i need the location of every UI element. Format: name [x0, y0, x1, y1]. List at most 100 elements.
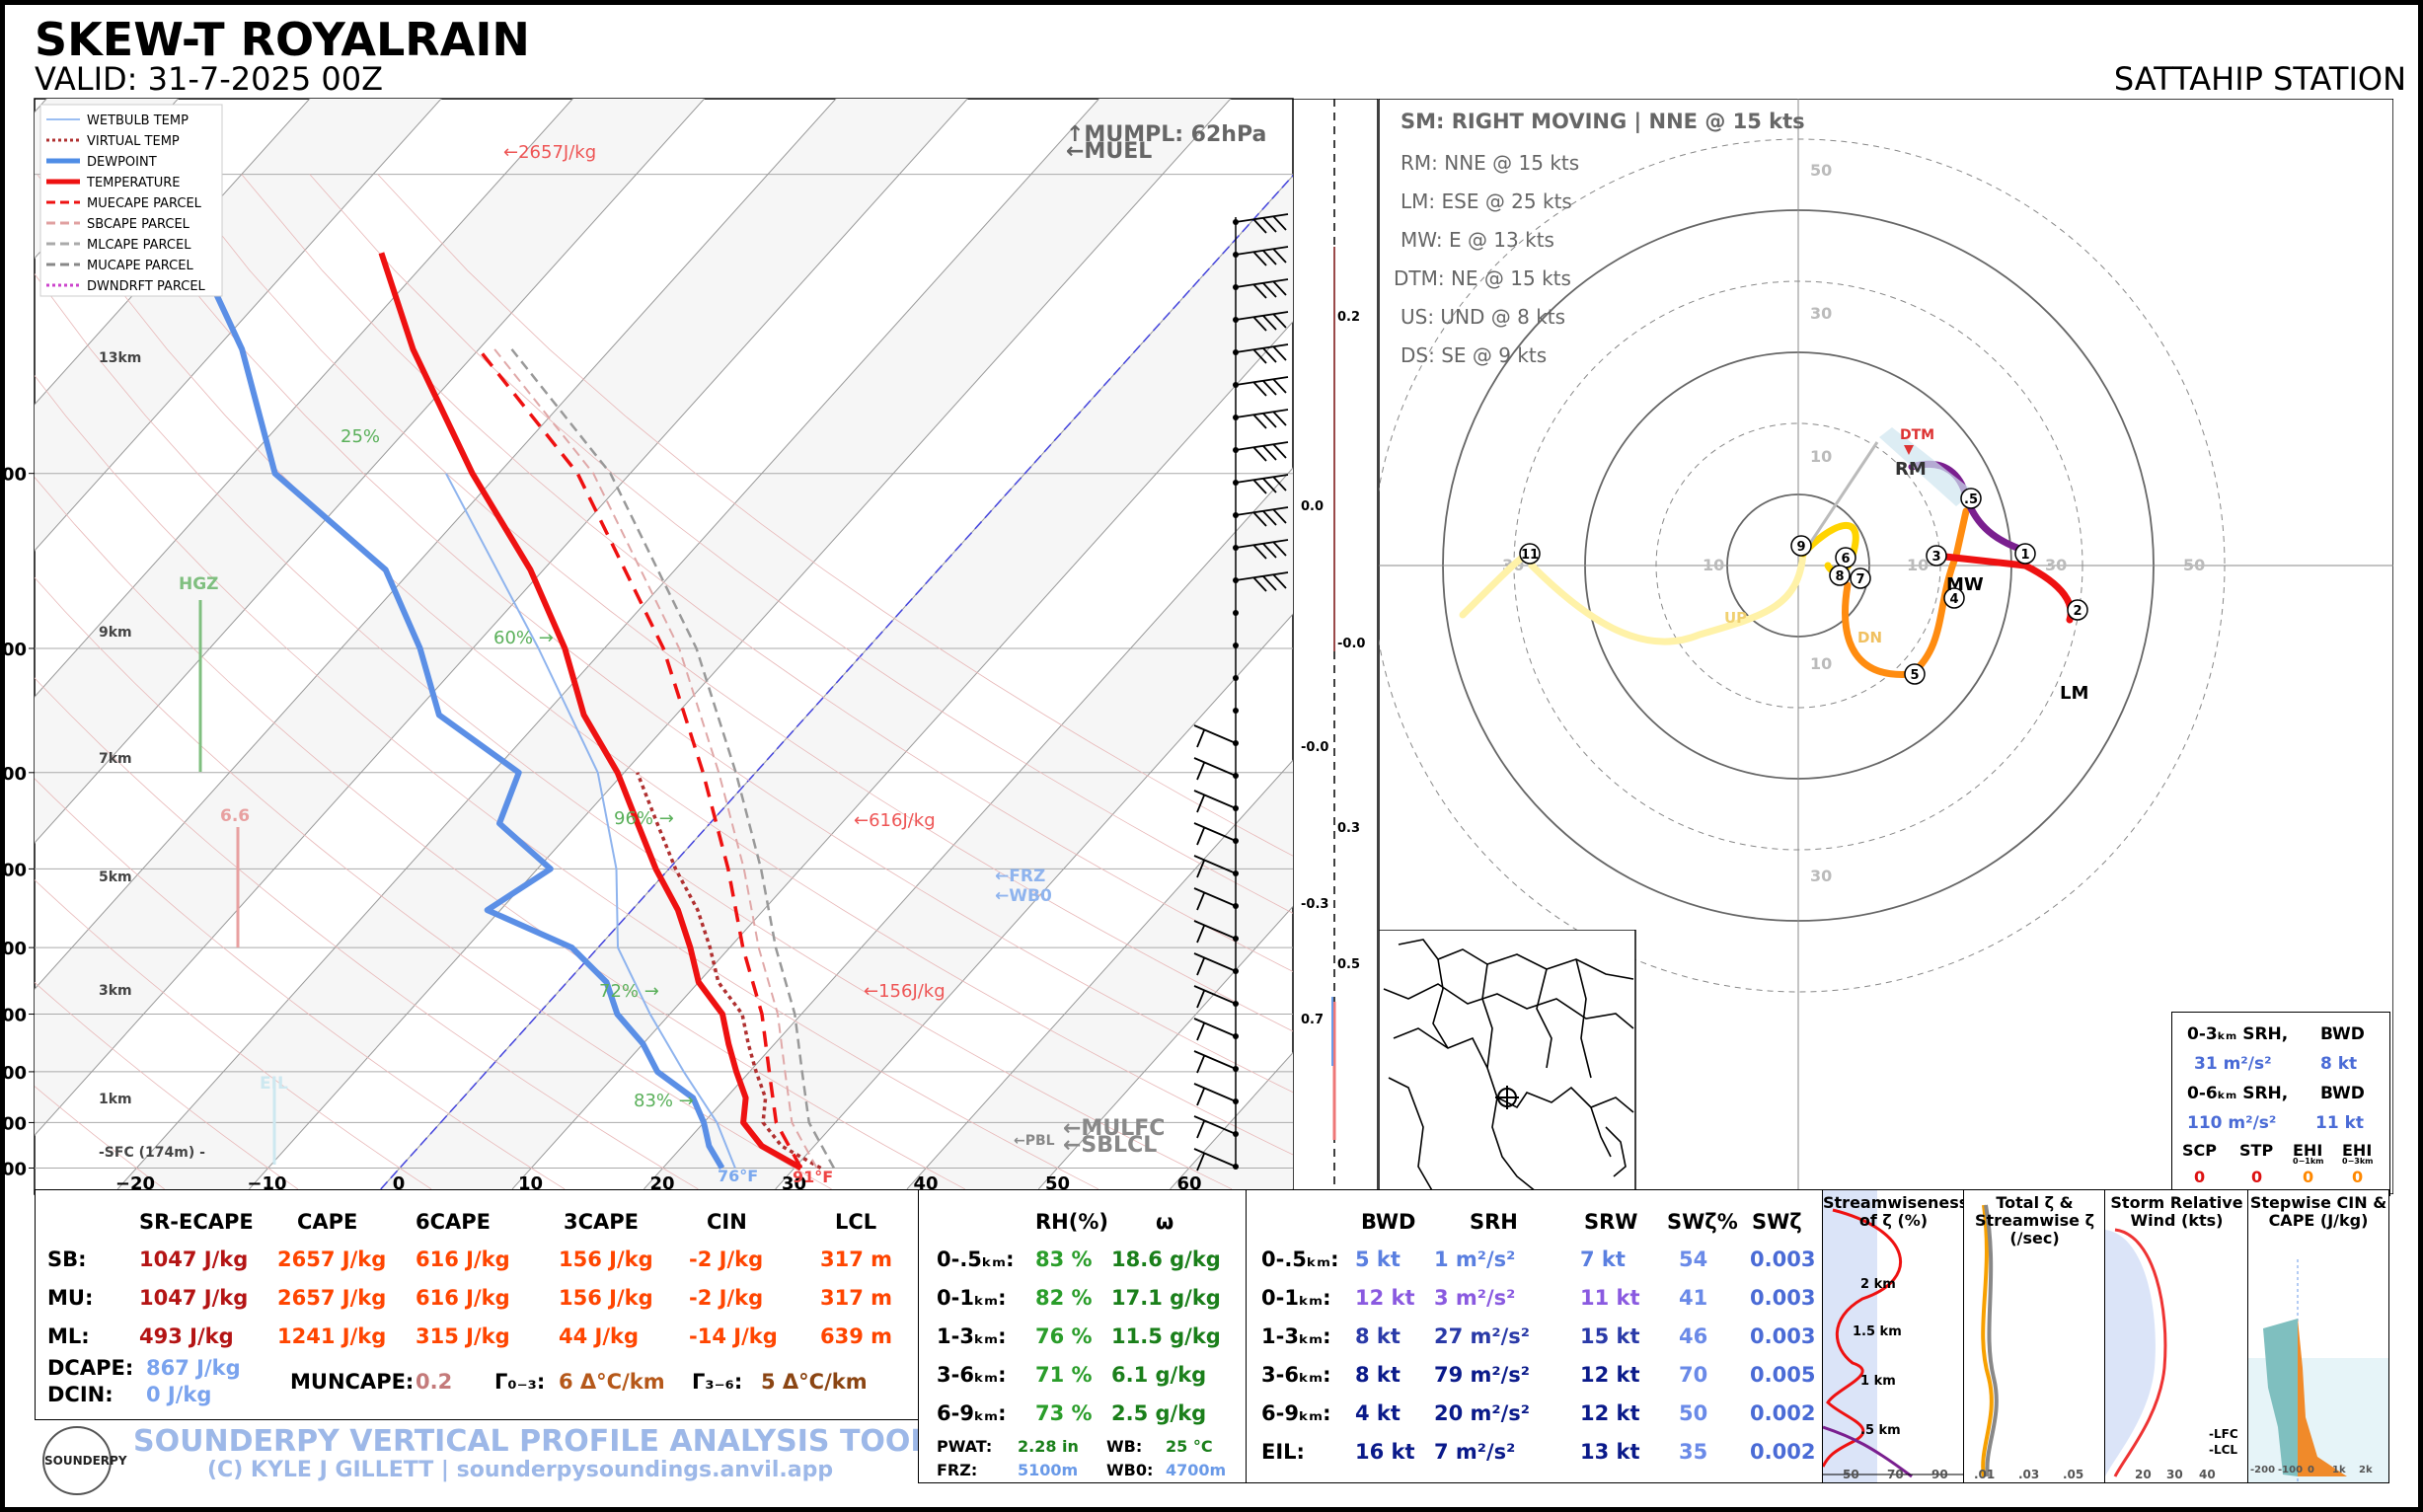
isotherm-line [35, 99, 837, 990]
series-mucape-parcel [510, 348, 835, 1170]
annotation-rh83: 83% → [634, 1091, 694, 1111]
omega-label: 0.0 [1301, 499, 1324, 514]
lr03-value: 6 Δ°C/km [559, 1370, 665, 1394]
inset1-h1km: 1 km [1860, 1374, 1896, 1389]
th-rh: RH(%) [1035, 1210, 1108, 1234]
hodo-height-circle [2014, 543, 2036, 565]
frz-label: FRZ: [937, 1461, 978, 1479]
wind-barb [1193, 757, 1237, 781]
hodo-height-point: 3 [1926, 545, 1947, 567]
wind-barb [1193, 985, 1237, 1009]
param-scp-val: 0 [2194, 1168, 2206, 1186]
isotherm-line [35, 99, 442, 552]
moisture-cell: 18.6 g/kg [1111, 1247, 1221, 1271]
dry-adiabat [37, 174, 1293, 1156]
temp-tick-label: 50 [1045, 1173, 1070, 1194]
moisture-cell: 6.1 g/kg [1111, 1363, 1207, 1387]
skewt-shade-band [117, 99, 1231, 1189]
station-name: SATTAHIP STATION [2113, 60, 2406, 98]
kinematic-cell: 3 m²/s² [1434, 1286, 1516, 1310]
kinematic-cell: 0.003 [1750, 1324, 1816, 1348]
th-cin: CIN [707, 1210, 747, 1234]
thermo-cell: -2 J/kg [689, 1286, 764, 1310]
sounderpy-logo: SOUNDERPY [42, 1426, 127, 1495]
hodo-height-circle [1829, 565, 1851, 586]
dry-adiabat [377, 174, 1293, 857]
height-label: 5km [99, 869, 132, 885]
moisture-cell: 6-9ₖₘ: [937, 1401, 1007, 1425]
hodo-ring-label: 10 [1810, 654, 1832, 673]
hodo-height-circle [1943, 587, 1965, 609]
inset-stepwise-cape: Stepwise CIN & CAPE (J/kg) -200 -100 0 1… [2247, 1189, 2389, 1483]
annotation-wb0: ←WB0 [995, 886, 1052, 906]
annotation-hgz: HGZ [179, 574, 219, 594]
thermo-cell: 317 m [820, 1247, 893, 1271]
location-map [1379, 930, 1636, 1193]
hodo-height-label: 11 [1521, 548, 1539, 563]
thermo-cell: 156 J/kg [559, 1247, 653, 1271]
barb-point [1233, 708, 1239, 714]
temp-tick-label: 0 [393, 1173, 406, 1194]
annotation-sfc-t: 91°F [793, 1168, 833, 1186]
series-sbcape-parcel [493, 348, 818, 1169]
thermo-cell: 2657 J/kg [277, 1247, 387, 1271]
omega-column: 0.2 0.0 -0.0 -0.0 0.3 -0.3 0.5 0.7 [1293, 99, 1379, 1194]
annotation-mumpl: ↑MUMPL: 62hPa [1066, 122, 1266, 147]
moisture-cell: 1-3ₖₘ: [937, 1324, 1007, 1348]
moisture-table: RH(%) ω 0-.5ₖₘ: 83 % 18.6 g/kg 0-1ₖₘ: 82 % 17… [918, 1189, 1248, 1483]
hodo-ring-label: 30 [2045, 556, 2067, 574]
inset1-title: Streamwiseness of ζ (%) [1823, 1193, 1965, 1230]
hodo-height-point: 8 [1829, 565, 1851, 586]
dry-adiabat [105, 174, 1293, 1094]
bwd03-label: BWD [2320, 1024, 2365, 1044]
th-srecape: SR-ECAPE [139, 1210, 254, 1234]
lr36-label: Γ₃₋₆: [692, 1370, 743, 1394]
wind-barb [1235, 474, 1289, 494]
th-srh: SRH [1470, 1210, 1518, 1234]
freezing-isotherm [380, 174, 1293, 1190]
dry-adiabat [5, 175, 31, 1189]
hodo-height-point: 11 [1519, 543, 1541, 565]
thermo-cell: 315 J/kg [416, 1324, 510, 1348]
height-label: 7km [99, 751, 132, 767]
th-omega: ω [1156, 1210, 1174, 1234]
isotherm-line [35, 99, 706, 844]
hodo-height-point: 2 [2067, 599, 2088, 621]
legend-label: TEMPERATURE [86, 176, 181, 190]
pressure-tick-label: 500 [5, 860, 27, 880]
hodo-height-circle [1960, 488, 1982, 509]
storm-motion-lm: LM: ESE @ 25 kts [1401, 189, 1572, 213]
moisture-cell: 0-.5ₖₘ: [937, 1247, 1015, 1271]
kinematic-table: BWD SRH SRW SWζ% SWζ 0-.5ₖₘ: 5 kt 1 m²/s² 7… [1246, 1189, 1824, 1483]
thermo-cell: 44 J/kg [559, 1324, 640, 1348]
hodo-height-label: 1 [2020, 548, 2029, 563]
kinematic-cell: 8 kt [1355, 1363, 1401, 1387]
annotation-dcape-label: 6.6 [220, 806, 250, 826]
wind-barb [1235, 311, 1289, 332]
kinematic-cell: 20 m²/s² [1434, 1401, 1530, 1425]
temp-tick-label: 40 [913, 1173, 938, 1194]
thermo-cell: 616 J/kg [416, 1286, 510, 1310]
wind-barb [1193, 920, 1237, 944]
moisture-cell: 73 % [1035, 1401, 1093, 1425]
hodo-marker-dn: DN [1857, 629, 1882, 646]
inset4-title: Stepwise CIN & CAPE (J/kg) [2249, 1193, 2387, 1230]
param-ehi1: EHI [2293, 1141, 2323, 1160]
param-ehi3-sub: 0−3km [2342, 1157, 2374, 1166]
thermo-row-label: SB: [47, 1247, 87, 1271]
footer-title: SOUNDERPY VERTICAL PROFILE ANALYSIS TOOL [133, 1424, 930, 1459]
inset3-tick3: 40 [2199, 1468, 2216, 1481]
kinematic-cell: 0.005 [1750, 1363, 1816, 1387]
kinematic-cell: 50 [1679, 1401, 1708, 1425]
inset2-title: Total ζ & Streamwise ζ (/sec) [1974, 1193, 2095, 1247]
annotation-cape-mid: ←616J/kg [854, 810, 936, 831]
dcape-label: DCAPE: [47, 1356, 134, 1380]
hodo-height-circle [1519, 543, 1541, 565]
storm-motion-us: US: UND @ 8 kts [1401, 305, 1565, 329]
inset-vorticity: Total ζ & Streamwise ζ (/sec) .01 .03 .0… [1963, 1189, 2106, 1483]
omega-label: 0.5 [1337, 957, 1360, 972]
annotation-cape-top: ←2657J/kg [503, 142, 596, 163]
storm-motion-dtm: DTM: NE @ 15 kts [1394, 266, 1571, 290]
inset4-tick4: 1k [2332, 1465, 2346, 1475]
